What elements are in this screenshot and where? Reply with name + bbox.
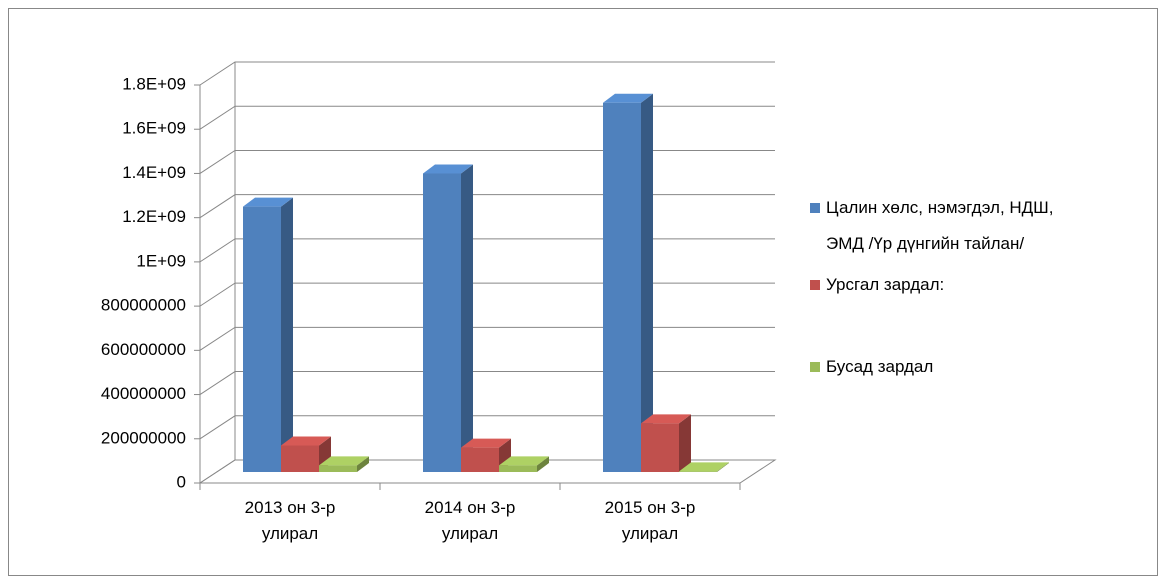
- bar-top: [641, 414, 691, 424]
- bar-front: [499, 465, 537, 472]
- grid-line: [199, 326, 775, 351]
- bar-side: [717, 462, 729, 472]
- legend-label: Бусад зардал: [826, 357, 934, 376]
- bar-top: [281, 436, 331, 446]
- y-tick-label: 1.6E+09: [122, 119, 186, 138]
- bar: [423, 164, 473, 472]
- bar: [603, 93, 653, 472]
- grid-line: [199, 61, 775, 86]
- grid-line: [199, 459, 775, 484]
- bar-top: [603, 93, 653, 103]
- y-tick-label: 400000000: [101, 384, 186, 403]
- y-tick-label: 0: [177, 472, 186, 491]
- grid-line: [199, 105, 775, 130]
- bar-side: [537, 456, 549, 472]
- y-tick-label: 600000000: [101, 340, 186, 359]
- y-tick-label: 800000000: [101, 296, 186, 315]
- legend-label: Урсгал зардал:: [826, 275, 945, 294]
- bar-top: [423, 164, 473, 174]
- y-tick-label: 200000000: [101, 428, 186, 447]
- bar-top: [243, 197, 293, 207]
- bar-front: [603, 102, 641, 472]
- bar-top: [499, 456, 549, 466]
- y-tick-label: 1E+09: [136, 251, 186, 270]
- bar-side: [357, 456, 369, 472]
- x-tick-label: 2015 он 3-р улирал: [604, 498, 696, 543]
- bar-side: [679, 414, 691, 472]
- grid-line: [199, 282, 775, 307]
- bar-front: [319, 465, 357, 472]
- bar-top: [461, 438, 511, 448]
- grid-line: [199, 371, 775, 395]
- y-tick-label: 1.8E+09: [122, 74, 186, 93]
- legend-swatch: [810, 280, 820, 290]
- legend-swatch: [810, 362, 820, 372]
- bar: [499, 456, 549, 472]
- bar-top: [319, 456, 369, 466]
- bar-front: [641, 423, 679, 472]
- bar-side: [281, 197, 293, 472]
- grid-line: [199, 149, 775, 174]
- bar: [319, 456, 369, 472]
- bar-side: [641, 93, 653, 472]
- legend-swatch: [810, 203, 820, 213]
- x-tick-label: 2014 он 3-р улирал: [424, 498, 516, 543]
- bar-front: [461, 447, 499, 472]
- bar: [641, 414, 691, 472]
- legend-label: Цалин хөлс, нэмэгдэл, НДШ, ЭМД /Үр дүнги…: [826, 198, 1054, 253]
- x-tick-label: 2013 он 3-р улирал: [244, 498, 336, 543]
- y-tick-label: 1.4E+09: [122, 163, 186, 182]
- grid-line: [199, 238, 775, 263]
- grid-line: [199, 194, 775, 219]
- grid-line: [199, 415, 775, 440]
- bar: [243, 197, 293, 472]
- bar-side: [461, 164, 473, 472]
- bar-front: [423, 173, 461, 472]
- bar-top: [679, 462, 729, 472]
- bar-front: [243, 206, 281, 472]
- bar-front: [281, 445, 319, 472]
- bar-front: [679, 471, 717, 472]
- y-tick-label: 1.2E+09: [122, 207, 186, 226]
- bar: [679, 462, 729, 472]
